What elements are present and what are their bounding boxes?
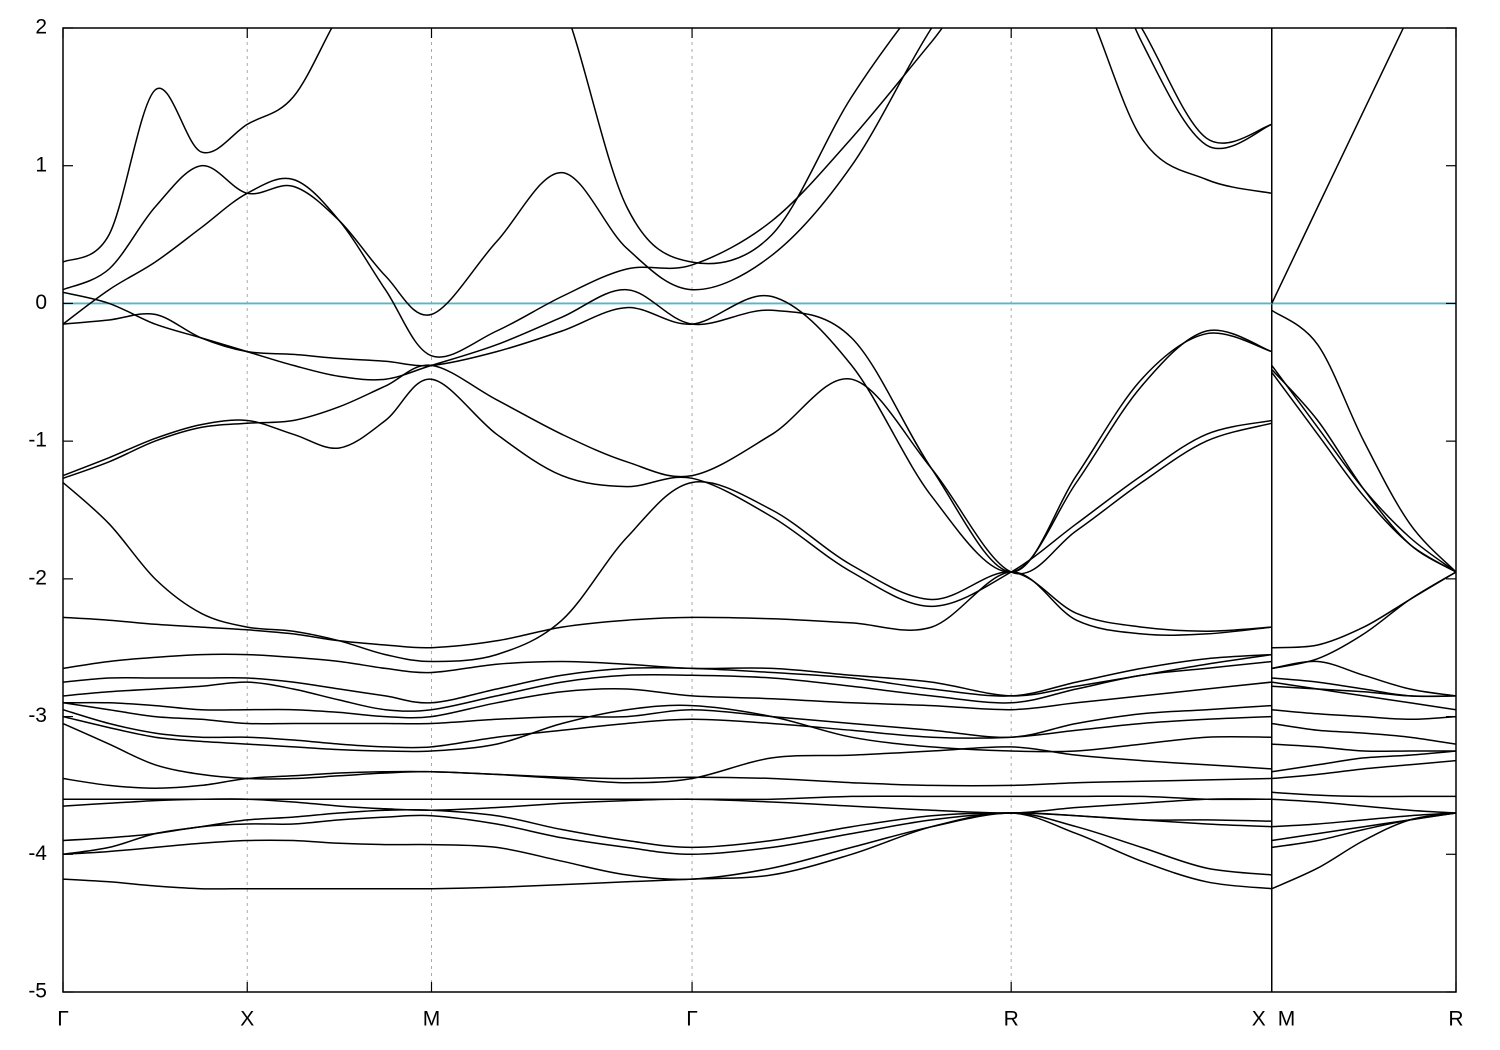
y-tick-label: 2 xyxy=(35,16,47,39)
y-tick-label: -4 xyxy=(28,842,47,865)
band-line xyxy=(63,681,1456,719)
band-line xyxy=(63,702,1456,739)
band-line xyxy=(63,795,1456,814)
band-line xyxy=(63,653,1456,704)
band-line xyxy=(63,812,1456,890)
x-tick-label: Γ xyxy=(57,1008,69,1031)
x-tick-label: Γ xyxy=(686,1008,698,1031)
band-line xyxy=(63,28,1273,265)
x-tick-label: R xyxy=(1448,1008,1463,1031)
band-line xyxy=(63,759,1456,789)
band-line xyxy=(63,28,1273,316)
band-line xyxy=(63,28,1405,358)
grid-layer xyxy=(63,28,1456,992)
plot-frame xyxy=(62,27,1457,993)
bands-layer xyxy=(63,28,1456,890)
x-tick-label: X xyxy=(240,1008,254,1031)
y-tick-label: 0 xyxy=(35,291,47,314)
x-tick-label: X xyxy=(1252,1008,1266,1031)
y-tick-label: -2 xyxy=(28,566,47,589)
y-tick-label: 1 xyxy=(35,153,47,176)
y-tick-label: -3 xyxy=(28,704,47,727)
band-line xyxy=(63,481,1456,670)
band-line xyxy=(63,808,1456,856)
x-tick-label: R xyxy=(1004,1008,1019,1031)
x-tick-label: M xyxy=(423,1008,441,1031)
y-tick-label: -5 xyxy=(28,980,47,1003)
band-line xyxy=(63,722,1456,784)
y-tick-label: -1 xyxy=(28,429,47,452)
band-line xyxy=(63,708,1456,749)
x-tick-label: M xyxy=(1278,1008,1296,1031)
band-line xyxy=(63,288,1456,573)
